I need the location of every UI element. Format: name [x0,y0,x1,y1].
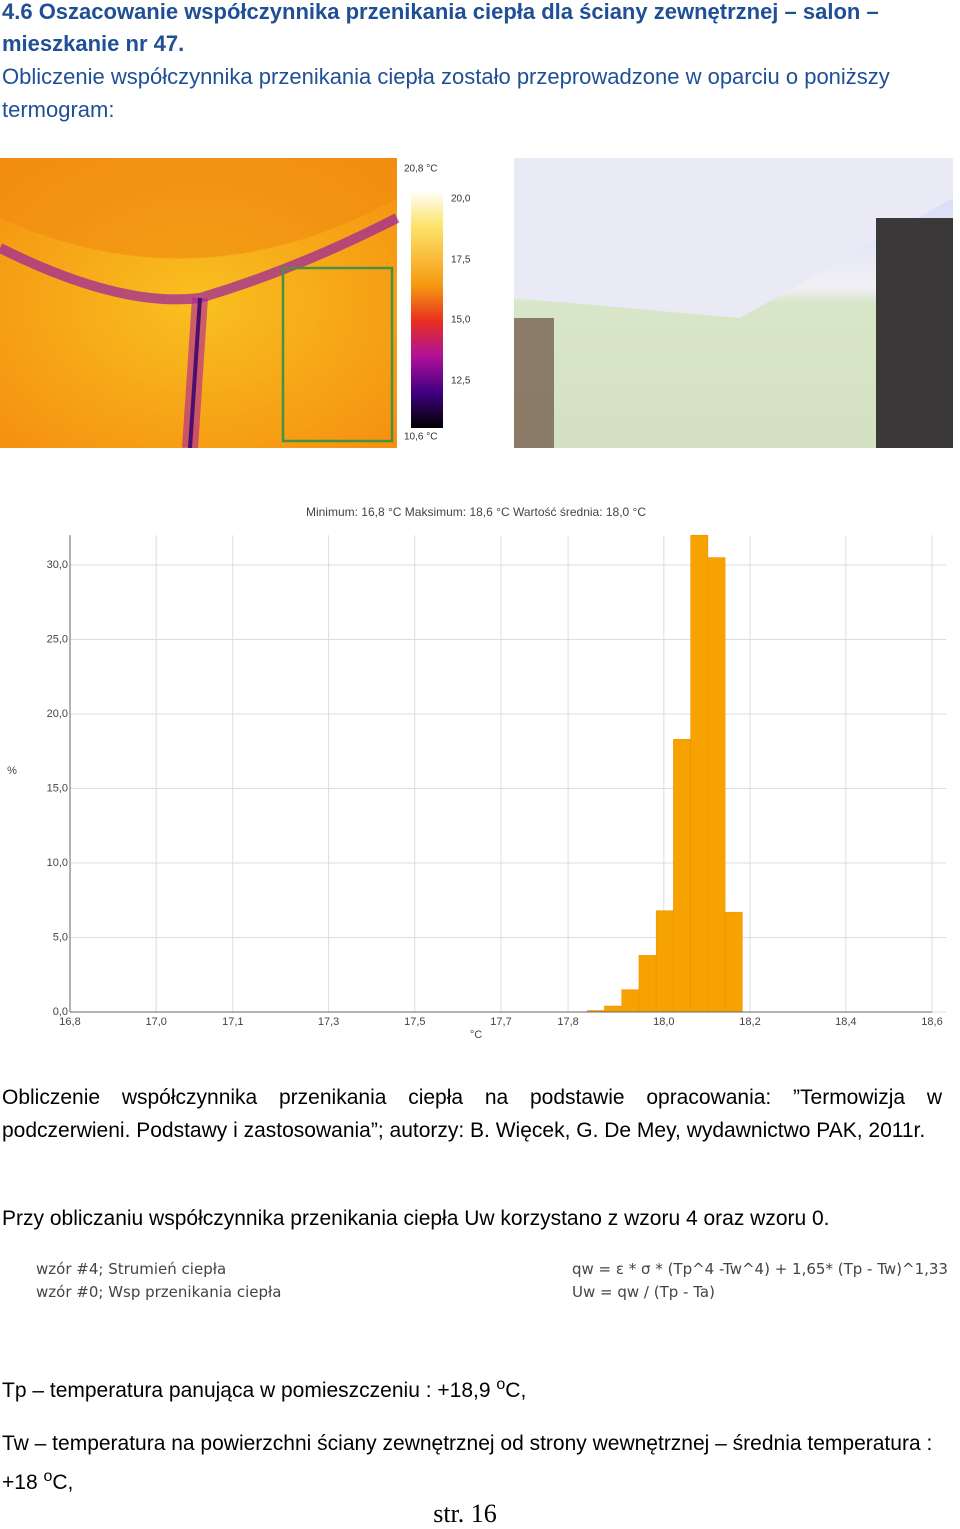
images: 20,8 °C 20,0 17,5 15,0 12,5 10,6 °C [0,158,953,448]
bar [604,1005,622,1013]
bar [621,989,640,1013]
scale-label: 10,6 °C [404,432,437,443]
definition: Tw – temperatura na powierzchni ściany z… [2,1427,942,1499]
x-tick-label: 16,8 [59,1016,80,1028]
degree: o [496,1376,506,1393]
x-tick-label: 17,8 [557,1016,578,1028]
bar [673,739,691,1013]
degree: o [43,1468,53,1485]
photo-curtain [514,318,554,448]
unit: C, [52,1471,74,1494]
x-axis-label: °C [470,1029,482,1041]
page-number: str. 16 [433,1499,497,1528]
unit: C, [505,1379,527,1402]
x-tick-label: 18,4 [835,1016,856,1028]
definition-text: Tw – temperatura na powierzchni ściany z… [2,1432,933,1494]
intro: Obliczenie współczynnika przenikania cie… [2,64,890,122]
photo-wallpaper [876,218,953,448]
y-tick-label: 10,0 [47,857,68,869]
bar [724,911,743,1013]
formula: Uw = qw / (Tp - Ta) [572,1283,715,1301]
y-tick-label: 25,0 [47,633,68,645]
chart-title: Minimum: 16,8 °C Maksimum: 18,6 °C Warto… [306,505,646,519]
x-tick-label: 18,2 [739,1016,760,1028]
scale-label: 15,0 [451,315,471,326]
scale-label: 17,5 [451,255,471,266]
measure-area [281,266,394,443]
scale-label: 12,5 [451,376,471,387]
bar [690,534,709,1013]
formula-label: wzór #4; Strumień ciepła [36,1260,227,1278]
y-tick-label: 30,0 [47,559,68,571]
y-tick-label: 20,0 [47,708,68,720]
thermo-corner-core [188,297,202,448]
y-tick-label: 15,0 [47,782,68,794]
bar [707,557,726,1013]
y-tick-label: 5,0 [53,931,68,943]
photo-ceiling [514,158,953,318]
x-tick-label: 17,3 [318,1016,339,1028]
x-tick-label: 18,6 [921,1016,942,1028]
x-tick-label: 18,0 [653,1016,674,1028]
paragraph: Przy obliczaniu współczynnika przenikani… [2,1207,830,1230]
color-scale [411,190,443,428]
y-axis-label: % [7,765,17,777]
formula: qw = ε * σ * (Tp^4 -Tw^4) + 1,65* (Tp - … [572,1260,948,1278]
scale-label: 20,0 [451,194,471,205]
formula-label: wzór #0; Wsp przenikania ciepła [36,1283,282,1301]
bar [655,910,674,1013]
definition: Tp – temperatura panująca w pomieszczeni… [2,1368,942,1407]
thermo-shade [0,158,397,259]
heading: 4.6 Oszacowanie współczynnika przenikani… [2,0,879,56]
bar [638,955,657,1013]
histogram-chart: Minimum: 16,8 °C Maksimum: 18,6 °C Warto… [7,505,946,1041]
x-tick-label: 17,0 [145,1016,166,1028]
scale-label: 20,8 °C [404,164,437,175]
x-tick-label: 17,5 [404,1016,425,1028]
x-tick-label: 17,7 [490,1016,511,1028]
paragraph: Obliczenie współczynnika przenikania cie… [2,1086,942,1142]
x-tick-label: 17,1 [222,1016,243,1028]
definition-text: Tp – temperatura panująca w pomieszczeni… [2,1379,497,1402]
y-tick-label: 0,0 [53,1006,68,1018]
